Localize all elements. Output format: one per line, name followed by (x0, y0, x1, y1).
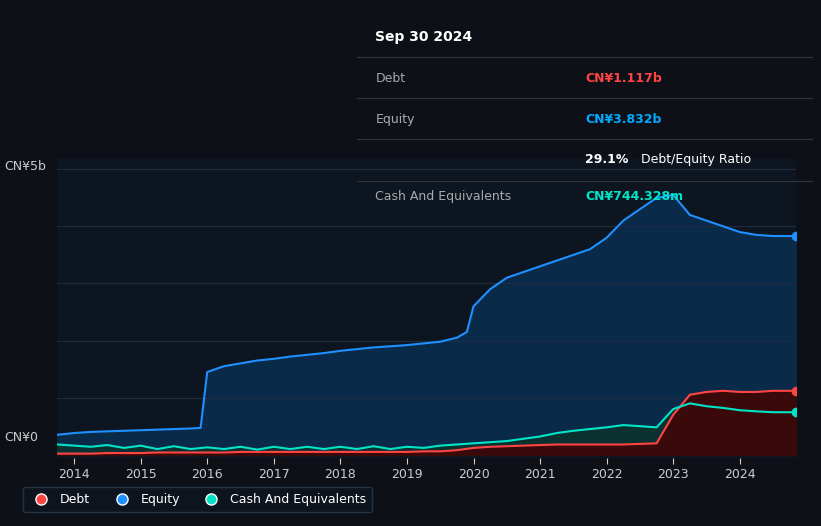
Legend: Debt, Equity, Cash And Equivalents: Debt, Equity, Cash And Equivalents (23, 487, 372, 512)
Text: 29.1%: 29.1% (585, 153, 628, 166)
Text: Equity: Equity (375, 113, 415, 126)
Text: Cash And Equivalents: Cash And Equivalents (375, 190, 511, 203)
Text: CN¥3.832b: CN¥3.832b (585, 113, 662, 126)
Text: Debt/Equity Ratio: Debt/Equity Ratio (637, 153, 751, 166)
Text: Debt: Debt (375, 72, 406, 85)
Text: Sep 30 2024: Sep 30 2024 (375, 30, 473, 44)
Text: CN¥744.328m: CN¥744.328m (585, 190, 683, 203)
Text: CN¥1.117b: CN¥1.117b (585, 72, 662, 85)
Text: CN¥0: CN¥0 (4, 431, 38, 444)
Text: CN¥5b: CN¥5b (4, 160, 46, 174)
